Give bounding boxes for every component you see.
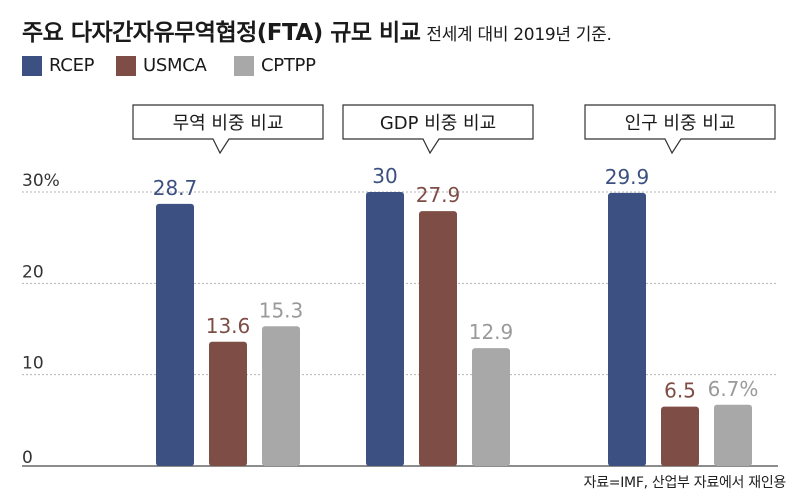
legend-item-usmca: USMCA bbox=[116, 55, 207, 76]
y-tick-label: 0 bbox=[22, 448, 33, 468]
legend-label-cptpp: CPTPP bbox=[261, 55, 316, 76]
y-tick-label: 10 bbox=[22, 354, 44, 374]
bar-value-label: 29.9 bbox=[605, 165, 650, 189]
group-callout-box bbox=[132, 104, 324, 155]
chart-title: 주요 다자간자유무역협정(FTA) 규모 비교 bbox=[22, 20, 421, 46]
title-line: 주요 다자간자유무역협정(FTA) 규모 비교 전세계 대비 2019년 기준. bbox=[22, 13, 612, 47]
bar-cptpp bbox=[472, 348, 510, 466]
y-tick-label: 20 bbox=[22, 262, 44, 282]
legend-label-rcep: RCEP bbox=[49, 55, 95, 76]
legend-swatch-cptpp bbox=[234, 55, 254, 76]
bar-usmca bbox=[419, 211, 457, 466]
legend-swatch-rcep bbox=[22, 55, 42, 76]
bar-value-label: 6.5 bbox=[664, 379, 696, 403]
legend-swatch-usmca bbox=[116, 55, 136, 76]
bar-usmca bbox=[209, 341, 247, 466]
legend-item-cptpp: CPTPP bbox=[234, 55, 316, 76]
group-label: 무역 비중 비교 bbox=[173, 113, 284, 134]
bar-rcep bbox=[366, 192, 404, 466]
group-callout-box bbox=[584, 104, 776, 155]
bar-value-label: 13.6 bbox=[206, 314, 251, 338]
bar-rcep bbox=[156, 203, 194, 466]
bar-value-label: 12.9 bbox=[469, 320, 514, 344]
legend-label-usmca: USMCA bbox=[143, 55, 207, 76]
bar-cptpp bbox=[714, 404, 752, 466]
bar-value-label: 28.7 bbox=[153, 176, 198, 200]
chart-subtitle: 전세계 대비 2019년 기준. bbox=[426, 25, 612, 45]
bar-rcep bbox=[608, 192, 646, 466]
legend-item-rcep: RCEP bbox=[22, 55, 95, 76]
bar-usmca bbox=[661, 406, 699, 466]
source-note: 자료=IMF, 산업부 자료에서 재인용 bbox=[583, 475, 787, 491]
group-callout-box bbox=[342, 104, 534, 155]
bar-cptpp bbox=[262, 326, 300, 466]
group-label: GDP 비중 비교 bbox=[380, 113, 496, 134]
y-tick-label: 30% bbox=[22, 171, 60, 191]
bar-value-label: 6.7% bbox=[708, 377, 759, 401]
group-label: 인구 비중 비교 bbox=[625, 113, 736, 134]
bar-value-label: 27.9 bbox=[416, 183, 461, 207]
bar-value-label: 15.3 bbox=[259, 298, 304, 322]
bar-value-label: 30 bbox=[372, 164, 397, 188]
